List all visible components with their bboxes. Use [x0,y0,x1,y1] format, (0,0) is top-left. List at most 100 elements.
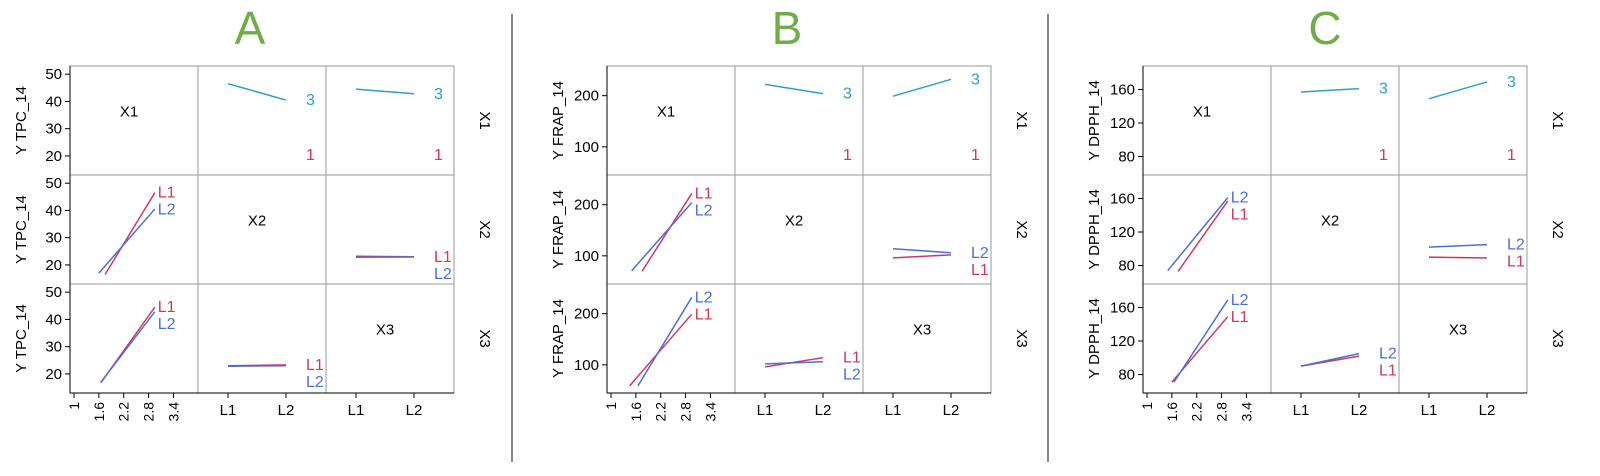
series-line-L1 [104,192,156,275]
series-label-3: 3 [434,86,443,103]
x-tick-label: 2.8 [678,402,694,422]
series-label-L1: L1 [1379,363,1397,380]
y-tick-label: 160 [1110,299,1135,316]
series-label-L2: L2 [1231,292,1249,309]
series-label-L1: L1 [695,185,713,202]
series-label-3: 3 [843,86,852,103]
y-axis-title: Y DPPH_14 [1086,80,1103,161]
y-tick-label: 30 [45,339,62,356]
series-label-1: 1 [434,147,443,164]
series-label-1: 1 [1507,147,1516,164]
y-tick-label: 120 [1110,115,1135,132]
series-label-3: 3 [1507,74,1516,91]
series-label-L1: L1 [306,357,324,374]
x-tick-label: L2 [815,402,832,419]
y-tick-label: 200 [574,197,599,214]
series-line-3 [1428,81,1488,100]
diagonal-factor-label: X2 [785,213,803,230]
y-axis-title: Y FRAP_14 [550,190,567,269]
y-tick-label: 120 [1110,333,1135,350]
y-tick-label: 160 [1110,81,1135,98]
y-tick-label: 120 [1110,224,1135,241]
x-tick-label: L1 [885,402,902,419]
series-line-L1 [892,254,952,259]
x-tick-label: L2 [406,402,423,419]
x-tick-label: 1.6 [628,402,644,422]
x-tick-label: 1 [1139,402,1155,410]
series-line-L2 [764,361,824,365]
y-tick-label: 160 [1110,190,1135,207]
diagonal-factor-label: X1 [1193,104,1211,121]
series-label-L2: L2 [1507,237,1525,254]
x-tick-label: 2.2 [1189,402,1205,422]
series-label-L2: L2 [158,316,176,333]
x-tick-label: 3.4 [165,402,181,422]
y-tick-label: 50 [45,175,62,192]
series-label-L2: L2 [1379,346,1397,363]
diagonal-factor-label: X2 [1321,213,1339,230]
series-line-3 [764,83,824,95]
panel-a: A 20 30 40 50 Y TPC_14 X1 20 30 40 50 Y TPC_14 X2 20 3… [13,2,493,421]
x-tick-label: L1 [220,402,237,419]
series-line-L1 [1428,256,1488,259]
y-tick-label: 40 [45,202,62,219]
series-label-1: 1 [843,147,852,164]
series-line-L2 [98,208,156,274]
x-tick-label: 2.2 [116,402,132,422]
series-label-L1: L1 [843,350,861,367]
y-tick-label: 200 [574,306,599,323]
y-tick-label: 50 [45,284,62,301]
y-axis-title: Y TPC_14 [13,86,30,155]
series-label-L2: L2 [306,374,324,391]
y-tick-label: 80 [1118,258,1135,275]
x-tick-label: 2.8 [141,402,157,422]
panel-letter: A [235,2,266,54]
series-label-L2: L2 [158,202,176,219]
series-label-L1: L1 [434,249,452,266]
x-tick-label: 3.4 [702,402,718,422]
series-label-1: 1 [971,147,980,164]
diagonal-factor-label: X3 [1449,322,1467,339]
y-tick-label: 80 [1118,149,1135,166]
series-line-L2 [1173,299,1229,383]
series-label-1: 1 [306,147,315,164]
diagonal-factor-label: X3 [376,322,394,339]
series-line-3 [1300,87,1360,93]
series-label-L2: L2 [695,289,713,306]
x-tick-label: 1 [66,402,82,410]
y-tick-label: 40 [45,93,62,110]
y-tick-label: 40 [45,311,62,328]
y-tick-label: 20 [45,148,62,165]
y-axis-title: Y TPC_14 [13,195,30,264]
series-label-L2: L2 [971,245,989,262]
series-line-L1 [641,193,693,272]
series-label-L1: L1 [1231,309,1249,326]
y-tick-label: 20 [45,366,62,383]
x-tick-label: L1 [757,402,774,419]
series-line-L2 [1428,243,1488,248]
row-factor-label: X1 [1549,111,1566,129]
row-factor-label: X2 [1549,220,1566,238]
series-line-L2 [892,247,952,254]
x-tick-label: 2.8 [1214,402,1230,422]
y-tick-label: 80 [1118,367,1135,384]
y-tick-label: 100 [574,248,599,265]
series-line-L2 [1300,352,1360,367]
row-factor-label: X1 [476,111,493,129]
row-factor-label: X2 [1013,220,1030,238]
y-axis-title: Y DPPH_14 [1086,189,1103,270]
x-tick-label: L2 [1479,402,1496,419]
series-label-3: 3 [971,71,980,88]
series-label-1: 1 [1379,147,1388,164]
series-label-L1: L1 [695,306,713,323]
diagonal-factor-label: X1 [657,104,675,121]
x-tick-label: L1 [348,402,365,419]
y-tick-label: 50 [45,66,62,83]
row-factor-label: X3 [1013,329,1030,347]
x-tick-label: 1.6 [1164,402,1180,422]
diagonal-factor-label: X2 [248,213,266,230]
series-line-L1 [629,313,693,387]
y-axis-title: Y FRAP_14 [550,299,567,378]
series-line-L1 [1177,200,1229,272]
series-label-L1: L1 [1507,254,1525,271]
